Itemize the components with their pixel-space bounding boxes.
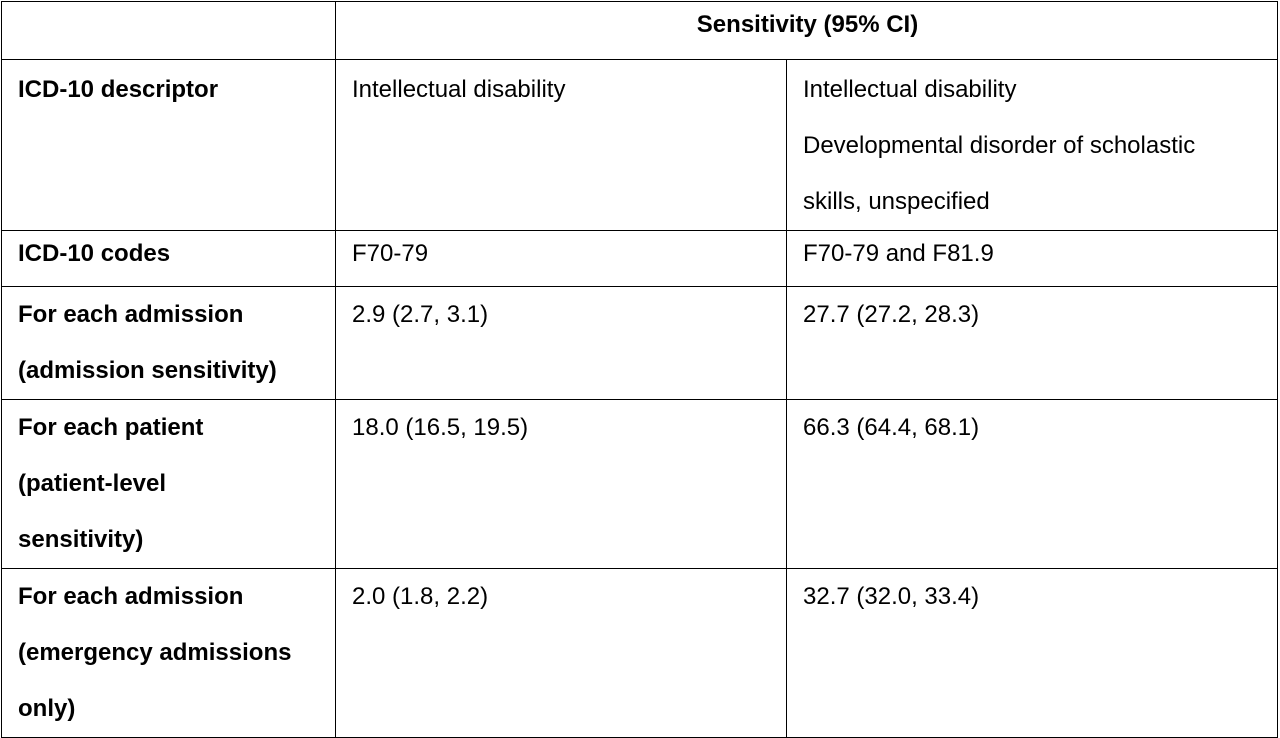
table-row-patient-sensitivity: For each patient (patient-level sensitiv… [1,399,1278,569]
intellectual-disability-cell: 2.9 (2.7, 3.1) [335,286,787,400]
row-label-cell: ICD-10 codes [1,230,336,287]
row-label-cell: For each admission (admission sensitivit… [1,286,336,400]
row-label-line: For each patient [18,414,204,441]
cell-line: Developmental disorder of scholastic [803,132,1196,159]
row-label-line: For each admission [18,301,244,328]
row-label-line: sensitivity) [18,526,144,553]
row-label-cell: ICD-10 descriptor [1,59,336,231]
row-label-line: (patient-level [18,470,167,497]
header-row: Sensitivity (95% CI) [1,1,1278,60]
row-label-line: (emergency admissions [18,639,292,666]
row-label-cell: For each admission (emergency admissions… [1,568,336,738]
cell-line: 2.0 (1.8, 2.2) [352,583,489,610]
table-row-codes: ICD-10 codes F70-79 F70-79 and F81.9 [1,230,1278,287]
cell-line: Intellectual disability [352,76,566,103]
table-row-admission-sensitivity: For each admission (admission sensitivit… [1,286,1278,400]
row-label-cell: For each patient (patient-level sensitiv… [1,399,336,569]
row-label-line: For each admission [18,583,244,610]
sensitivity-header-cell: Sensitivity (95% CI) [335,1,1278,60]
cell-line: Intellectual disability [803,76,1017,103]
cell-line: 27.7 (27.2, 28.3) [803,301,980,328]
table-row-descriptor: ICD-10 descriptor Intellectual disabilit… [1,59,1278,231]
cell-line: 32.7 (32.0, 33.4) [803,583,980,610]
cell-line: F70-79 and F81.9 [803,240,994,267]
combined-codes-cell: 32.7 (32.0, 33.4) [786,568,1278,738]
table-row-emergency-sensitivity: For each admission (emergency admissions… [1,568,1278,738]
corner-cell [1,1,336,60]
cell-line: 66.3 (64.4, 68.1) [803,414,980,441]
row-label-line: (admission sensitivity) [18,357,277,384]
cell-line: F70-79 [352,240,429,267]
combined-codes-cell: 66.3 (64.4, 68.1) [786,399,1278,569]
row-label-line: ICD-10 descriptor [18,76,219,103]
combined-codes-cell: Intellectual disability Developmental di… [786,59,1278,231]
combined-codes-cell: F70-79 and F81.9 [786,230,1278,287]
intellectual-disability-cell: 18.0 (16.5, 19.5) [335,399,787,569]
cell-line: 2.9 (2.7, 3.1) [352,301,489,328]
cell-line: skills, unspecified [803,188,990,215]
row-label-line: ICD-10 codes [18,240,171,267]
combined-codes-cell: 27.7 (27.2, 28.3) [786,286,1278,400]
intellectual-disability-cell: F70-79 [335,230,787,287]
intellectual-disability-cell: Intellectual disability [335,59,787,231]
intellectual-disability-cell: 2.0 (1.8, 2.2) [335,568,787,738]
row-label-line: only) [18,695,76,722]
cell-line: 18.0 (16.5, 19.5) [352,414,529,441]
